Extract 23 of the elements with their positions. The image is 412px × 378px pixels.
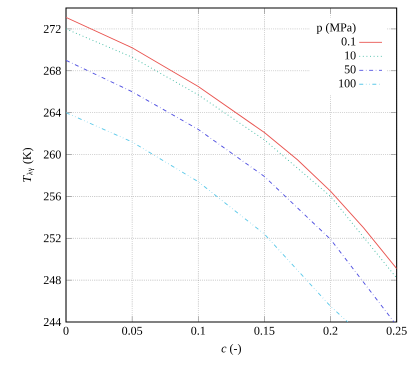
- y-tick-label: 256: [44, 192, 61, 200]
- legend-label: 10: [345, 51, 356, 60]
- legend-title: p (MPa): [316, 23, 356, 34]
- y-tick-label: 244: [44, 318, 62, 326]
- x-tick-label: 0.15: [254, 326, 274, 335]
- x-tick-label: 0: [63, 326, 69, 335]
- x-tick-label: 0.1: [191, 326, 206, 335]
- x-axis-title: c (-): [222, 344, 241, 355]
- line-series: [66, 60, 394, 322]
- y-axis-title: T$_{λγ}$ (K): [22, 148, 34, 182]
- y-tick-label: 268: [44, 66, 61, 75]
- y-tick-label: 252: [44, 234, 61, 242]
- y-tick-label: 264: [44, 108, 62, 117]
- line-series: [66, 112, 348, 322]
- y-tick-label: 248: [44, 276, 61, 284]
- x-tick-label: 0.05: [122, 326, 142, 335]
- y-tick-label: 260: [44, 150, 61, 159]
- y-tick-label: 272: [44, 24, 61, 33]
- legend-label: 100: [339, 79, 356, 88]
- legend-label: 0.1: [342, 37, 356, 46]
- legend-label: 50: [344, 65, 356, 74]
- x-tick-label: 0.25: [386, 326, 407, 335]
- x-tick-label: 0.2: [323, 326, 338, 335]
